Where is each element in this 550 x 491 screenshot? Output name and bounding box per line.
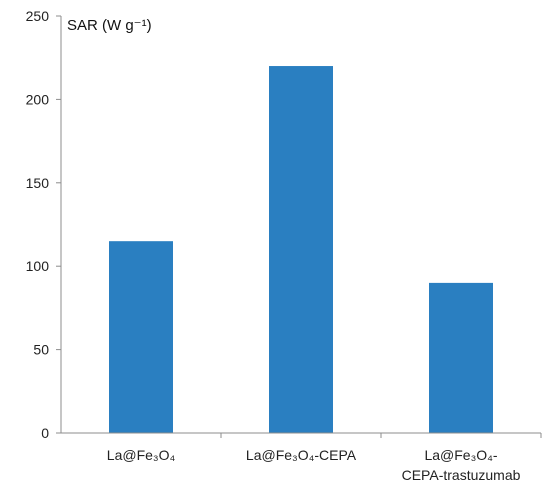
- bar: [109, 241, 173, 433]
- x-axis-labels: La@Fe₃O₄ La@Fe₃O₄-CEPA La@Fe₃O₄- CEPA-trast…: [107, 433, 542, 483]
- y-tick-label: 0: [41, 425, 49, 441]
- y-tick-label: 200: [26, 91, 50, 107]
- bar: [429, 282, 493, 433]
- y-axis-title: SAR (W g⁻¹): [67, 17, 152, 34]
- x-tick-label-line: La@Fe₃O₄: [107, 447, 176, 463]
- x-tick-label: La@Fe₃O₄: [107, 447, 176, 463]
- bar: [269, 66, 333, 433]
- y-tick-label: 250: [26, 8, 50, 24]
- y-tick-label: 100: [26, 258, 50, 274]
- x-tick-label-line: CEPA-trastuzumab: [402, 467, 521, 483]
- bars: [109, 66, 493, 433]
- y-tick-label: 50: [33, 342, 49, 358]
- y-tick-label: 150: [26, 175, 50, 191]
- x-tick-label: La@Fe₃O₄-CEPA: [246, 447, 357, 463]
- x-tick-label: La@Fe₃O₄- CEPA-trastuzumab: [402, 447, 521, 483]
- y-axis-ticks: 0 50 100 150 200 250: [26, 8, 61, 441]
- x-tick-label-line: La@Fe₃O₄-: [424, 447, 497, 463]
- x-tick-label-line: La@Fe₃O₄-CEPA: [246, 447, 357, 463]
